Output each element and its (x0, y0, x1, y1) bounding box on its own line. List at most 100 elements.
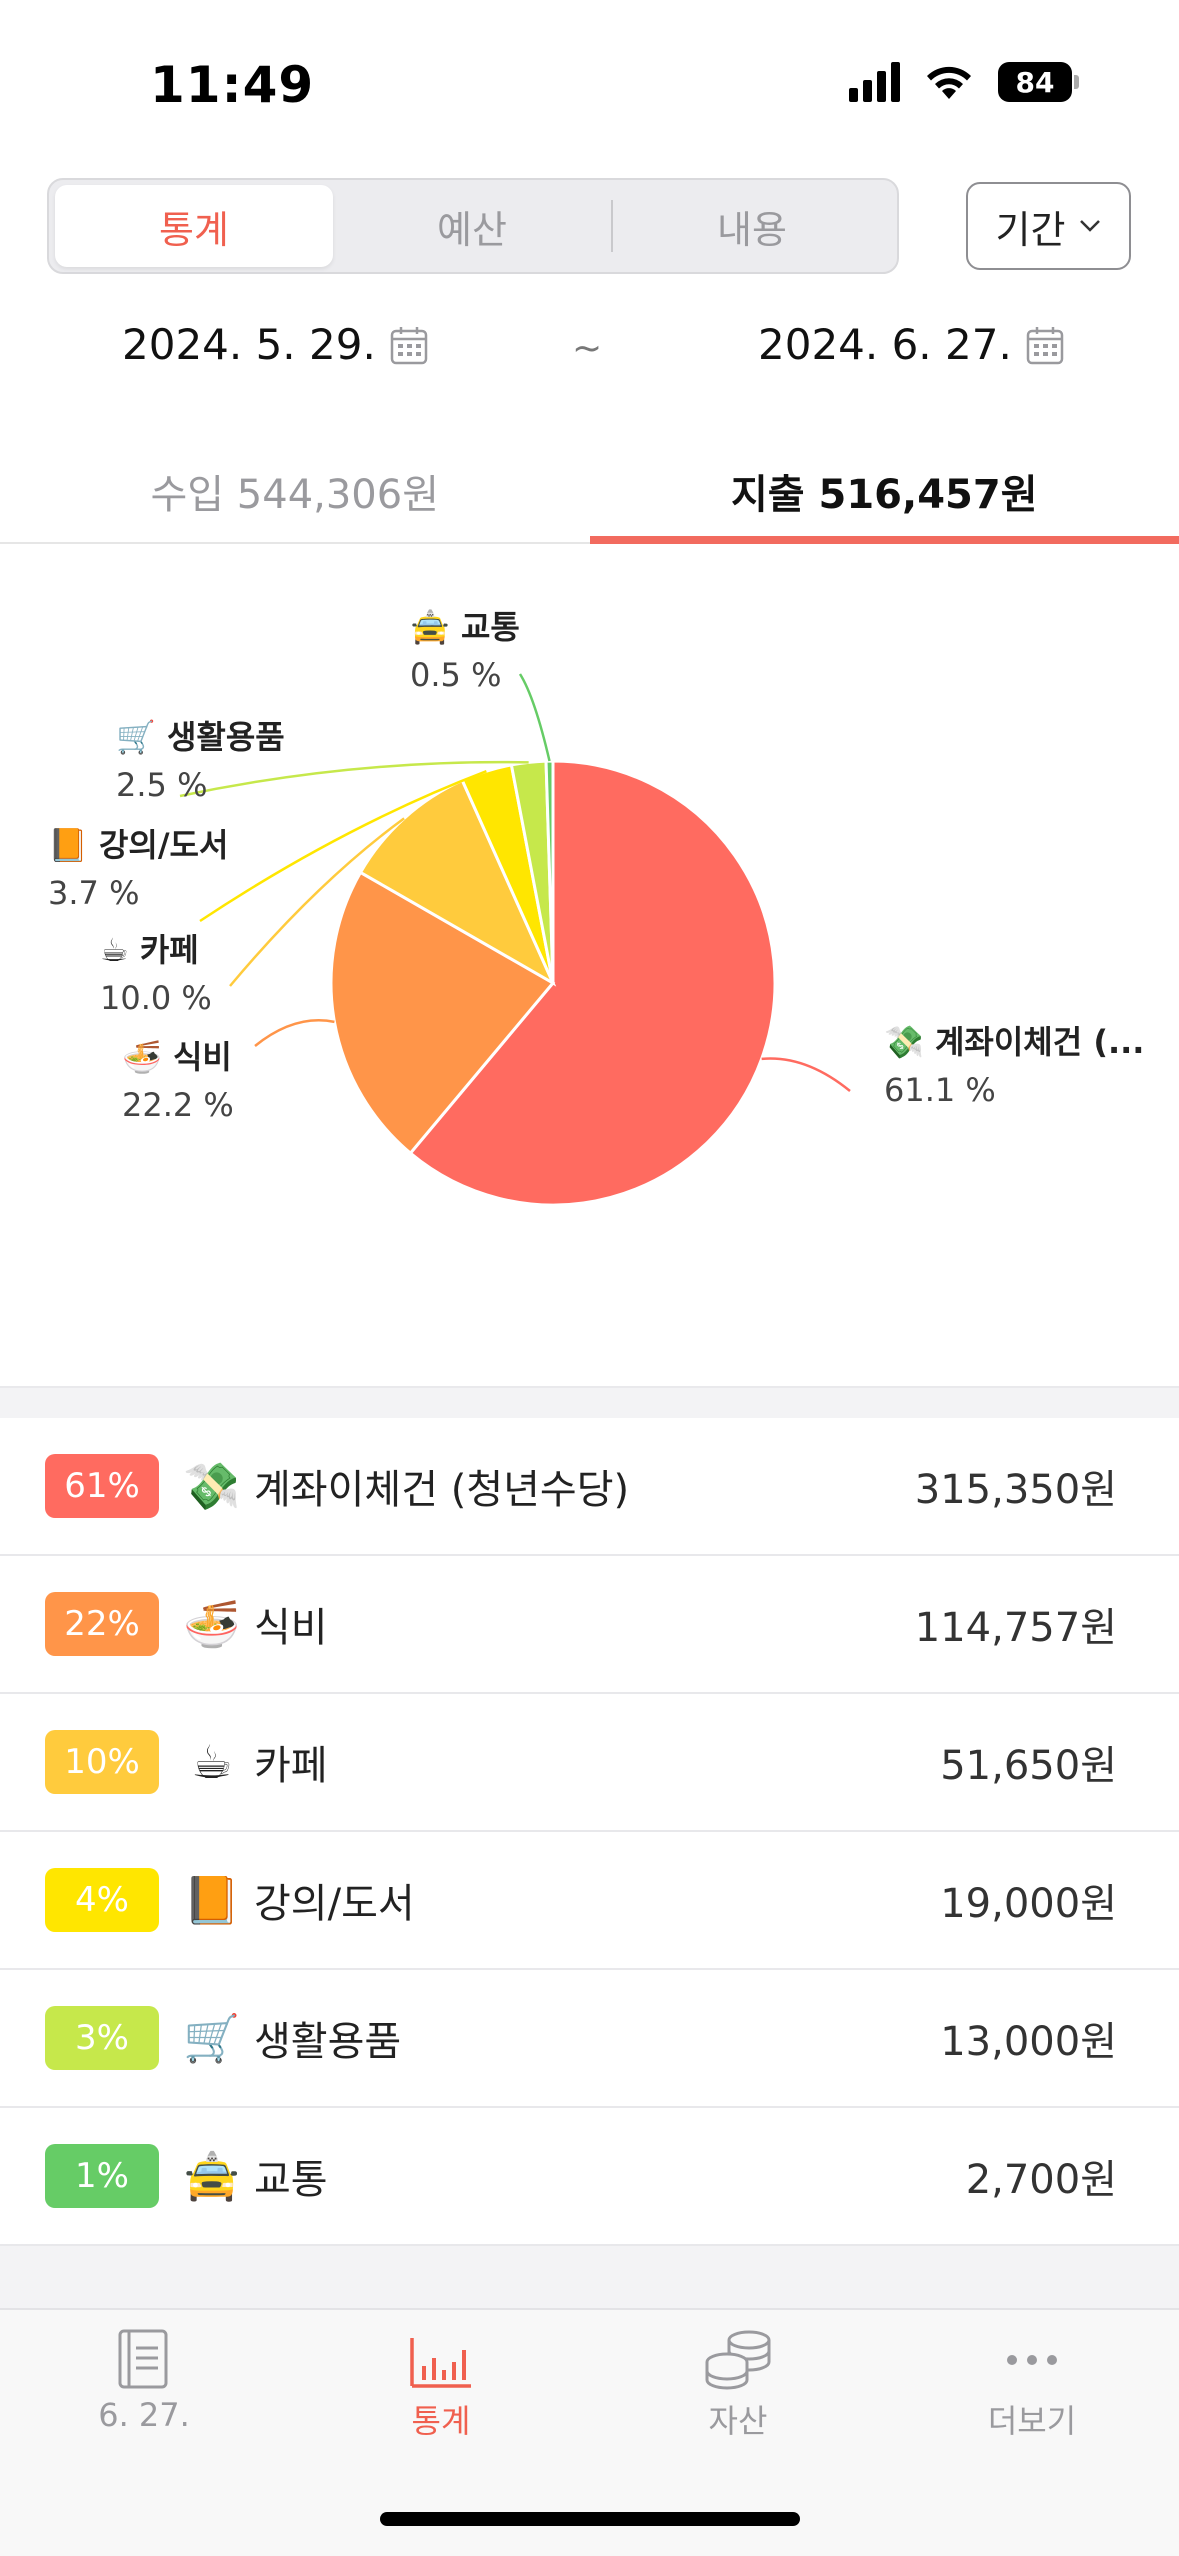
list-item[interactable]: 3% 🛒 생활용품 13,000원 (0, 1970, 1179, 2108)
more-icon (1007, 2355, 1057, 2365)
category-list: 61% 💸 계좌이체건 (청년수당) 315,350원 22% 🍜 식비 114… (0, 1418, 1179, 2246)
pie-slice[interactable] (408, 759, 777, 1207)
category-amount: 2,700원 (965, 2157, 1117, 2203)
category-name: 생활용품 (254, 2019, 402, 2065)
calendar-icon (390, 326, 428, 364)
status-icons: 84 (849, 62, 1079, 102)
end-date-text: 2024. 6. 27. (758, 320, 1012, 369)
date-separator: ~ (572, 328, 603, 369)
percent-badge: 61% (45, 1454, 159, 1518)
percent-badge: 10% (45, 1730, 159, 1794)
pie-slice-label: 🍜 식비 22.2 % (122, 1033, 234, 1129)
start-date-text: 2024. 5. 29. (122, 320, 376, 369)
pie-slice-label: 🚖 교통 0.5 % (410, 603, 520, 699)
tab-assets[interactable]: 자산 (638, 2328, 838, 2442)
battery-icon: 84 (998, 62, 1079, 102)
cellular-signal-icon (849, 62, 900, 102)
tab-daily[interactable]: 6. 27. (44, 2328, 244, 2434)
end-date[interactable]: 2024. 6. 27. (758, 320, 1064, 369)
category-name: 식비 (254, 1605, 328, 1651)
slice-name: 📙 강의/도서 (48, 826, 229, 864)
segment-budget[interactable]: 예산 (437, 207, 507, 252)
category-name: 계좌이체건 (청년수당) (254, 1467, 630, 1513)
percent-badge: 3% (45, 2006, 159, 2070)
slice-name: 🚖 교통 (410, 608, 520, 646)
period-button-label: 기간 (995, 207, 1066, 252)
pie-slice-label: 💸 계좌이체건 (... 61.1 % (884, 1018, 1144, 1114)
list-item[interactable]: 1% 🚖 교통 2,700원 (0, 2108, 1179, 2246)
expense-pie-chart: 💸 계좌이체건 (... 61.1 % 🍜 식비 22.2 % ☕ 카페 10.0 % 📙 … (0, 546, 1179, 1386)
slice-name: 🛒 생활용품 (116, 718, 285, 756)
segment-details[interactable]: 내용 (717, 207, 787, 252)
tab-expense[interactable]: 지출 516,457원 (589, 440, 1179, 544)
taxi-icon: 🚖 (183, 2148, 241, 2203)
tab-daily-label: 6. 27. (98, 2396, 190, 2434)
shopping-cart-icon: 🛒 (183, 2010, 241, 2065)
list-item[interactable]: 22% 🍜 식비 114,757원 (0, 1556, 1179, 1694)
battery-level: 84 (998, 62, 1072, 102)
pie-slice[interactable] (329, 870, 556, 1156)
tab-income[interactable]: 수입 544,306원 (150, 472, 440, 518)
category-amount: 13,000원 (940, 2019, 1117, 2065)
percent-badge: 22% (45, 1592, 159, 1656)
slice-name: 💸 계좌이체건 (... (884, 1023, 1145, 1061)
pie-slice-label: 🛒 생활용품 2.5 % (116, 713, 285, 809)
view-segmented-control: 통계 예산 내용 (47, 178, 899, 274)
list-item[interactable]: 61% 💸 계좌이체건 (청년수당) 315,350원 (0, 1418, 1179, 1556)
list-bottom-spacer (0, 2246, 1179, 2308)
pie-slice[interactable] (544, 759, 555, 984)
pie-chart-svg (179, 673, 851, 1207)
chevron-down-icon (1080, 220, 1101, 232)
leader-line (254, 1019, 335, 1047)
leader-line (229, 817, 405, 987)
slice-percent: 0.5 % (410, 656, 502, 694)
pie-slice-label: ☕ 카페 10.0 % (100, 926, 212, 1022)
tab-more-label: 더보기 (987, 2402, 1077, 2440)
slice-percent: 22.2 % (122, 1086, 234, 1124)
coins-icon (705, 2330, 771, 2390)
tab-assets-label: 자산 (708, 2402, 768, 2440)
wifi-icon (927, 66, 971, 99)
money-wings-icon: 💸 (183, 1458, 241, 1513)
segment-statistics[interactable]: 통계 (55, 185, 333, 267)
category-name: 카페 (254, 1743, 328, 1789)
income-expense-tabs: 수입 544,306원 지출 516,457원 (0, 440, 1179, 544)
slice-percent: 61.1 % (884, 1071, 996, 1109)
noodle-bowl-icon: 🍜 (183, 1596, 241, 1651)
category-amount: 19,000원 (940, 1881, 1117, 1927)
tab-more[interactable]: 더보기 (932, 2328, 1132, 2442)
period-button[interactable]: 기간 (966, 182, 1131, 270)
tab-statistics-label: 통계 (411, 2402, 471, 2440)
home-indicator (380, 2512, 800, 2526)
leader-line (761, 1057, 851, 1092)
category-amount: 315,350원 (914, 1467, 1117, 1513)
book-icon (118, 2329, 168, 2389)
percent-badge: 4% (45, 1868, 159, 1932)
slice-name: 🍜 식비 (122, 1038, 232, 1076)
tab-statistics[interactable]: 통계 (341, 2328, 541, 2442)
bar-chart-icon (410, 2338, 471, 2388)
category-amount: 114,757원 (914, 1605, 1117, 1651)
start-date[interactable]: 2024. 5. 29. (122, 320, 428, 369)
calendar-icon (1026, 326, 1064, 364)
status-bar: 11:49 84 (0, 0, 1179, 150)
category-name: 교통 (254, 2157, 328, 2203)
category-amount: 51,650원 (940, 1743, 1117, 1789)
coffee-cup-icon: ☕ (191, 1735, 233, 1789)
status-time: 11:49 (150, 56, 315, 114)
list-item[interactable]: 4% 📙 강의/도서 19,000원 (0, 1832, 1179, 1970)
segment-divider (611, 200, 613, 252)
section-divider (0, 1386, 1179, 1418)
book-icon: 📙 (183, 1872, 241, 1927)
list-item[interactable]: 10% ☕ 카페 51,650원 (0, 1694, 1179, 1832)
percent-badge: 1% (45, 2144, 159, 2208)
slice-percent: 3.7 % (48, 874, 140, 912)
leader-line (518, 673, 551, 762)
slice-name: ☕ 카페 (100, 931, 199, 969)
leader-line (179, 760, 529, 798)
slice-percent: 10.0 % (100, 979, 212, 1017)
slice-percent: 2.5 % (116, 766, 208, 804)
date-range: 2024. 5. 29. ~ 2024. 6. 27. (0, 320, 1179, 390)
pie-slice-label: 📙 강의/도서 3.7 % (48, 821, 228, 917)
bottom-tab-bar: 6. 27. 통계 자산 더보기 (0, 2308, 1179, 2556)
